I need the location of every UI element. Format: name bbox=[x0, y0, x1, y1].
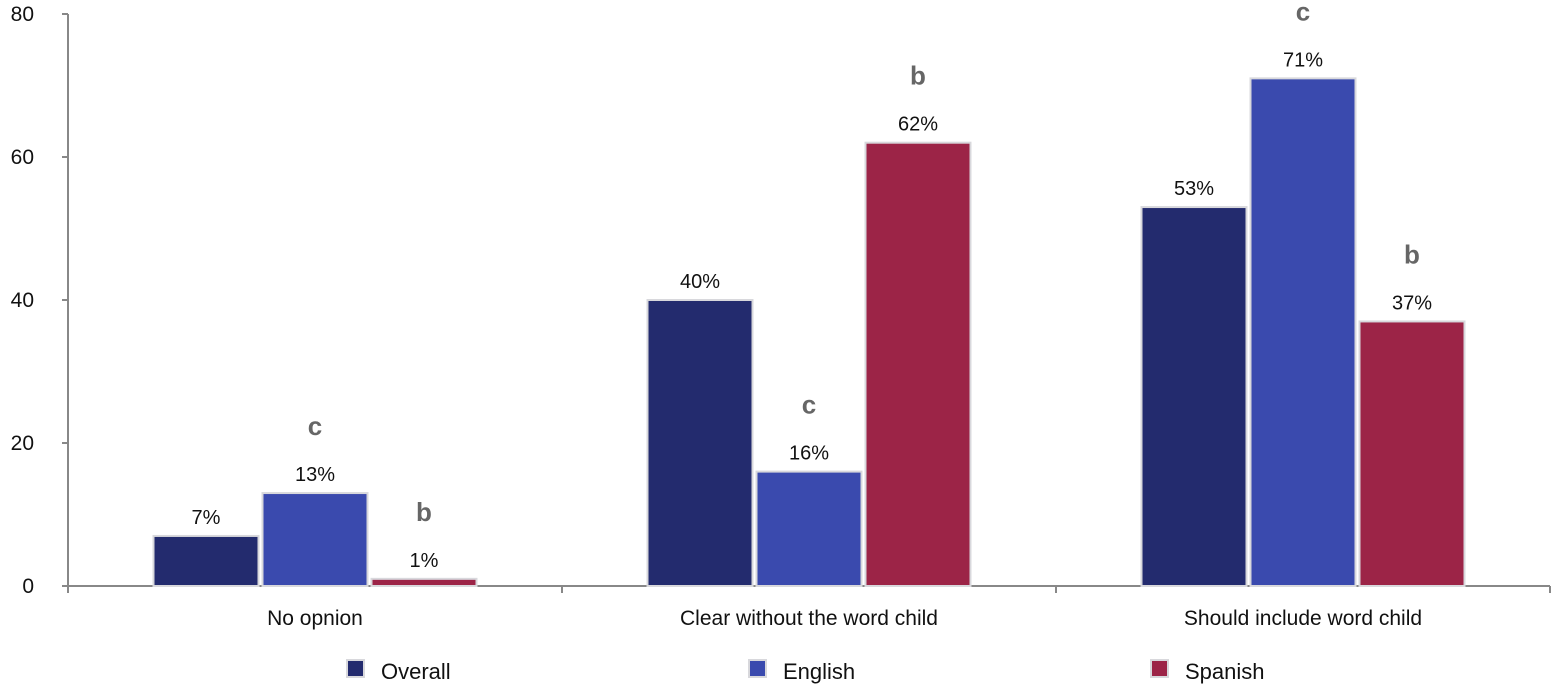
legend-label-overall: Overall bbox=[381, 659, 451, 684]
significance-label: c bbox=[308, 411, 322, 441]
significance-label: c bbox=[802, 390, 816, 420]
legend: Overall English Spanish bbox=[346, 659, 1265, 684]
legend-label-spanish: Spanish bbox=[1185, 659, 1265, 684]
y-tick-label: 0 bbox=[22, 575, 34, 598]
bar-english bbox=[1249, 77, 1357, 587]
y-tick-label: 40 bbox=[11, 289, 34, 312]
y-tick-label: 80 bbox=[11, 3, 34, 26]
legend-swatch-overall bbox=[346, 659, 365, 678]
significance-label: b bbox=[1404, 239, 1420, 269]
bar-spanish bbox=[864, 141, 972, 587]
bar-spanish bbox=[370, 577, 478, 587]
data-label: 71% bbox=[1283, 49, 1323, 71]
category-label: Clear without the word child bbox=[680, 607, 938, 630]
data-label: 37% bbox=[1392, 292, 1432, 314]
bar-english bbox=[261, 492, 369, 587]
data-label: 62% bbox=[898, 114, 938, 136]
bars bbox=[152, 77, 1466, 588]
data-label: 1% bbox=[410, 550, 439, 572]
bar-overall bbox=[152, 534, 260, 588]
y-tick-label: 20 bbox=[11, 432, 34, 455]
bar-english bbox=[755, 470, 863, 588]
legend-swatch-english bbox=[748, 659, 767, 678]
bar-overall bbox=[646, 299, 754, 587]
category-label: Should include word child bbox=[1184, 607, 1422, 630]
significance-label: c bbox=[1296, 0, 1310, 26]
data-label: 16% bbox=[789, 443, 829, 465]
significance-label: b bbox=[910, 61, 926, 91]
data-label: 40% bbox=[680, 271, 720, 293]
legend-swatch-spanish bbox=[1150, 659, 1169, 678]
data-labels: 7% 13% c 1% b 40% 16% c 62% b 53% 71% c 37% b bbox=[192, 0, 1433, 572]
bar-overall bbox=[1140, 206, 1248, 588]
significance-label: b bbox=[416, 497, 432, 527]
legend-label-english: English bbox=[783, 659, 855, 684]
data-label: 13% bbox=[295, 464, 335, 486]
bar-spanish bbox=[1358, 320, 1466, 587]
y-tick-label: 60 bbox=[11, 146, 34, 169]
data-label: 53% bbox=[1174, 178, 1214, 200]
category-label: No opnion bbox=[267, 607, 363, 630]
data-label: 7% bbox=[192, 507, 221, 529]
